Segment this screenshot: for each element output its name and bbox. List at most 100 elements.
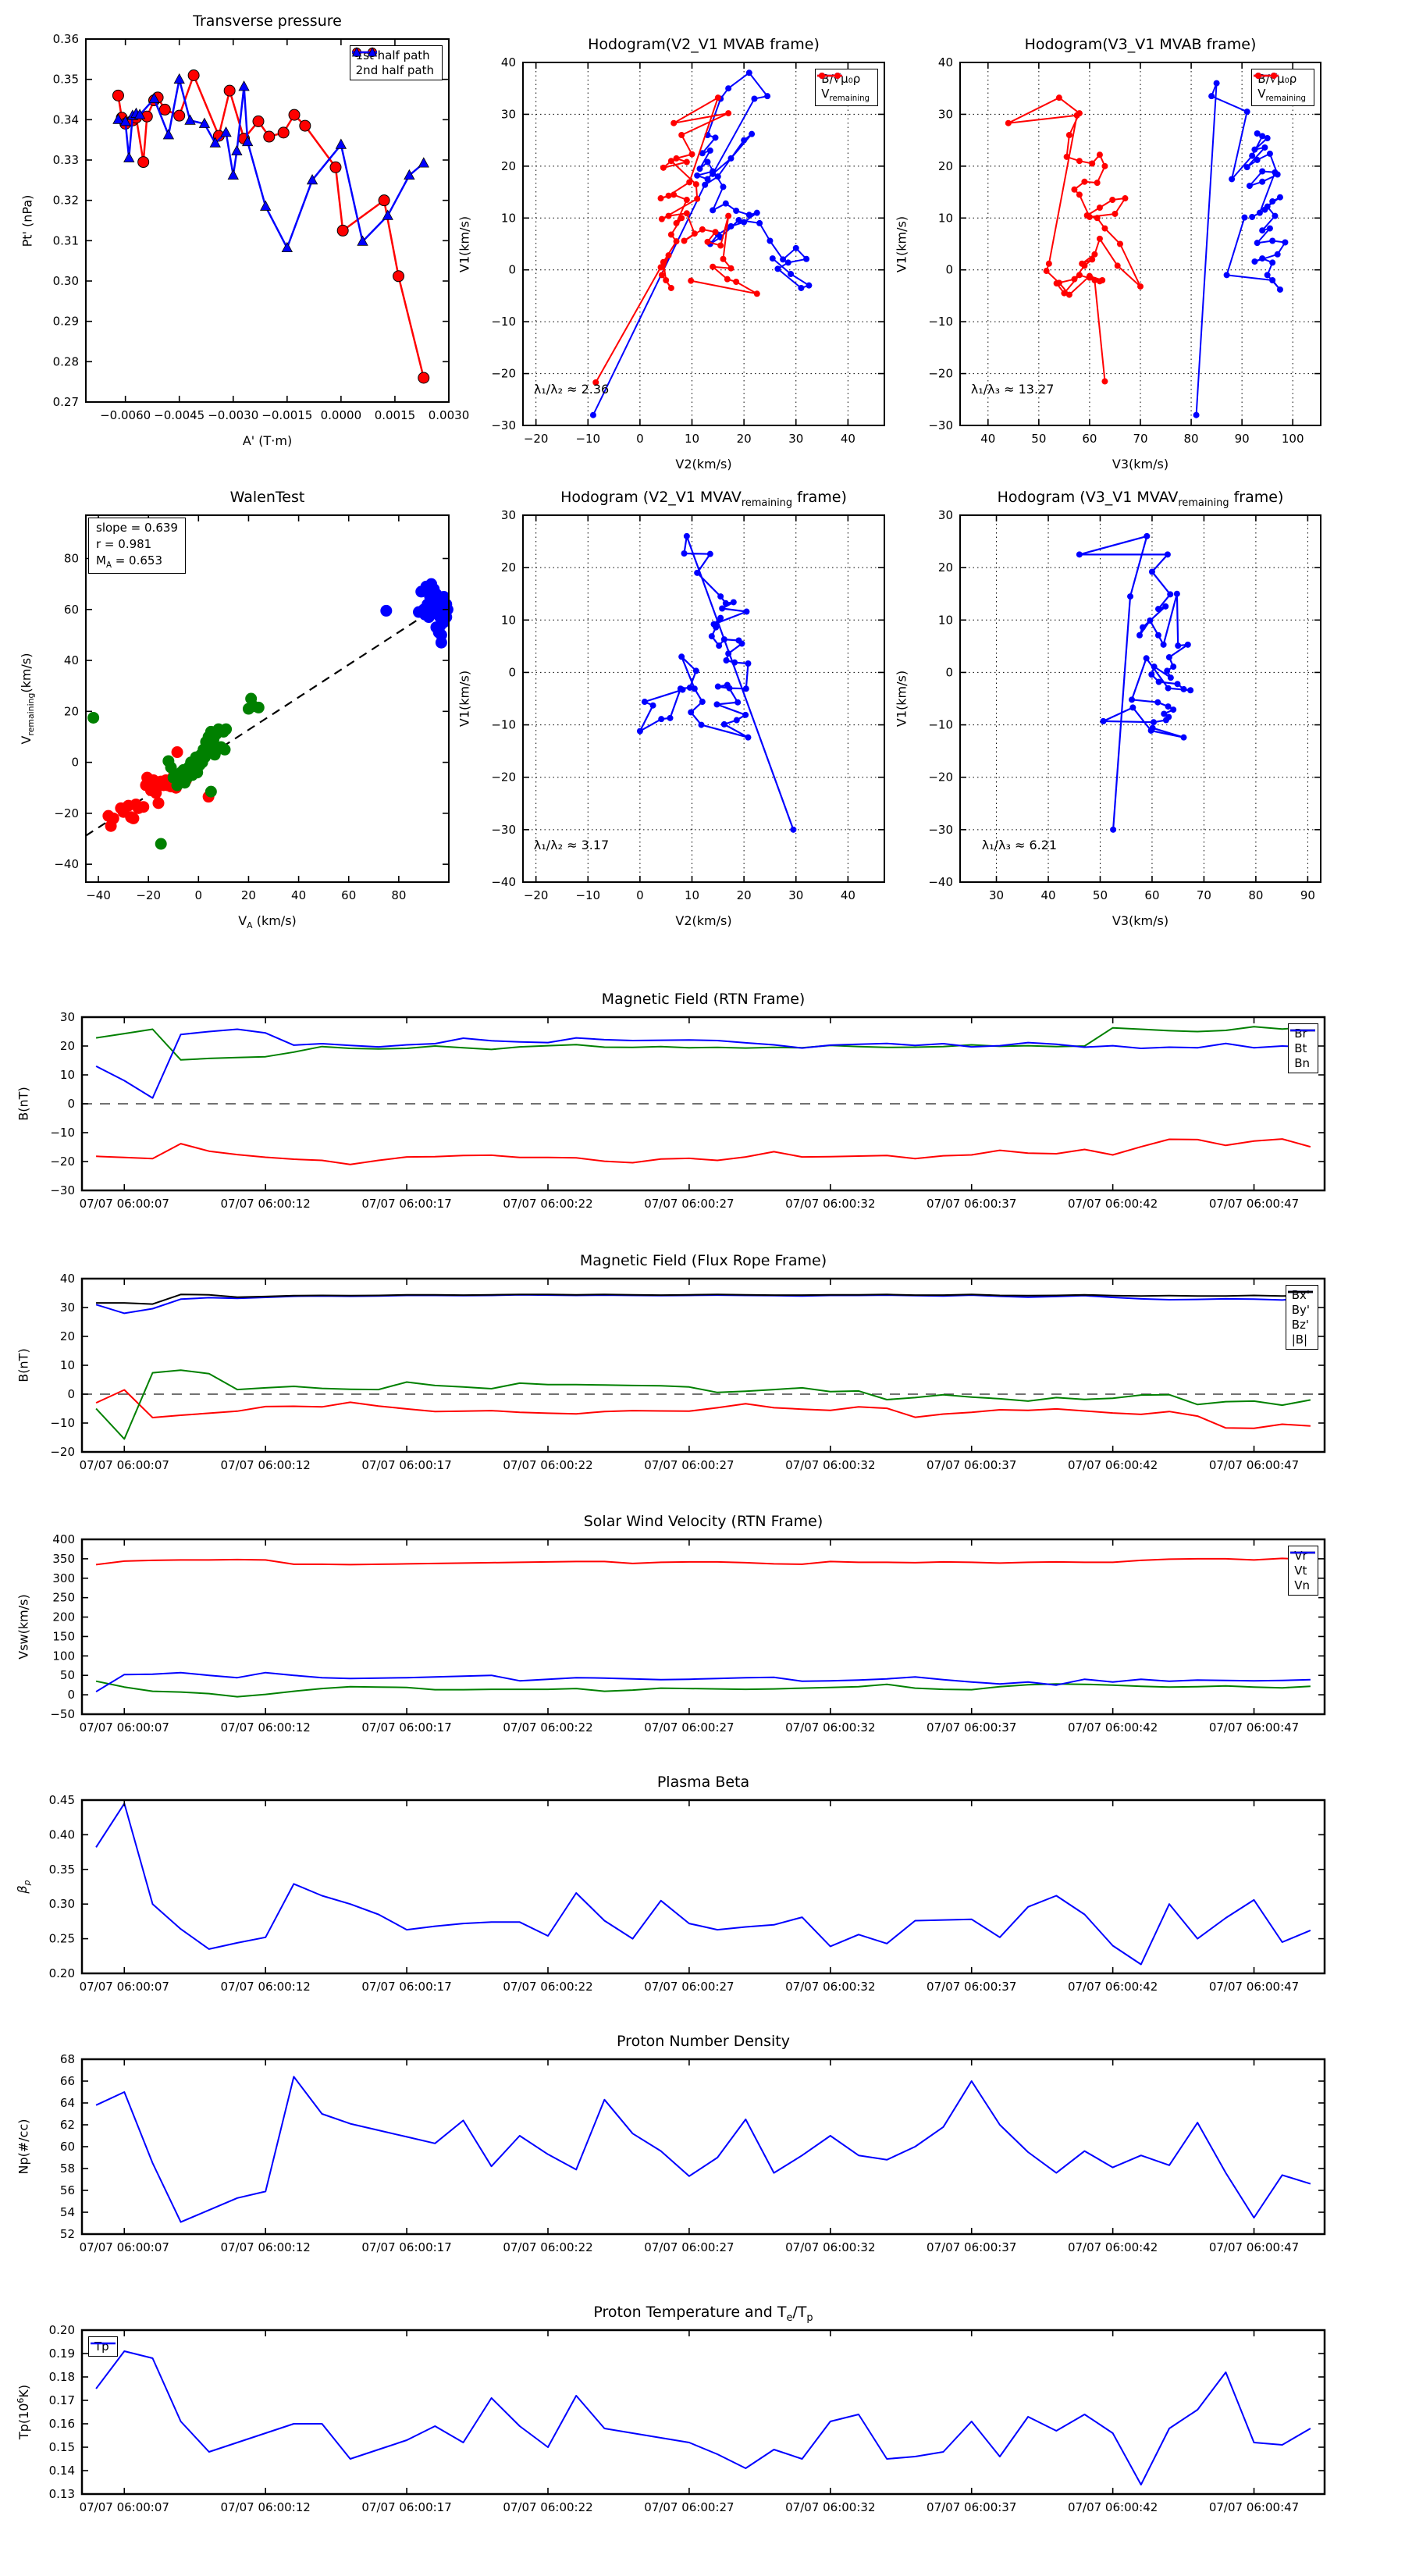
legend: B/√μ₀ρ Vremaining: [815, 69, 878, 106]
svg-text:−20: −20: [928, 770, 953, 785]
svg-text:58: 58: [60, 2161, 75, 2176]
svg-text:07/07 06:00:32: 07/07 06:00:32: [785, 2240, 875, 2254]
svg-text:20: 20: [241, 888, 256, 902]
svg-text:80: 80: [1248, 888, 1263, 902]
svg-text:−40: −40: [54, 857, 79, 871]
svg-text:40: 40: [841, 432, 855, 446]
svg-text:0.40: 0.40: [49, 1827, 75, 1841]
svg-text:−20: −20: [136, 888, 161, 902]
svg-text:07/07 06:00:47: 07/07 06:00:47: [1209, 2500, 1299, 2514]
chart-title: Hodogram (V2_V1 MVAVremaining frame): [560, 489, 847, 509]
svg-text:07/07 06:00:07: 07/07 06:00:07: [80, 1980, 169, 1994]
svg-text:−10: −10: [491, 315, 516, 329]
svg-text:0.35: 0.35: [53, 73, 79, 87]
svg-text:07/07 06:00:22: 07/07 06:00:22: [503, 1720, 592, 1735]
svg-text:60: 60: [1082, 432, 1097, 446]
svg-text:30: 30: [501, 107, 516, 121]
proton-number-density-panel: 07/07 06:00:07 07/07 06:00:12 07/07 06:00:…: [0, 2022, 1405, 2258]
svg-text:0.29: 0.29: [53, 315, 79, 329]
svg-text:07/07 06:00:07: 07/07 06:00:07: [80, 2500, 169, 2514]
chart-title: WalenTest: [229, 489, 305, 506]
svg-text:07/07 06:00:27: 07/07 06:00:27: [644, 2240, 734, 2254]
legend-entry: Vremaining: [817, 73, 870, 103]
svg-text:300: 300: [52, 1571, 75, 1585]
svg-text:20: 20: [737, 432, 752, 446]
svg-text:30: 30: [60, 1300, 75, 1315]
legend: Bx' By' Bz' |B|: [1285, 1285, 1318, 1350]
svg-text:90: 90: [1300, 888, 1315, 902]
y-axis-label: B(nT): [16, 1087, 31, 1121]
svg-text:0.20: 0.20: [49, 1966, 75, 1980]
svg-text:0.34: 0.34: [53, 112, 79, 126]
solar-wind-velocity-panel: 07/07 06:00:07 07/07 06:00:12 07/07 06:00:…: [0, 1502, 1405, 1738]
svg-text:0: 0: [67, 1097, 75, 1111]
svg-text:20: 20: [938, 560, 953, 575]
plasma-beta-panel: 07/07 06:00:07 07/07 06:00:12 07/07 06:00:…: [0, 1763, 1405, 1997]
svg-text:−20: −20: [54, 806, 79, 820]
legend: Tp: [88, 2336, 118, 2357]
svg-text:−20: −20: [50, 1155, 75, 1169]
svg-text:07/07 06:00:12: 07/07 06:00:12: [220, 1720, 310, 1735]
svg-text:07/07 06:00:42: 07/07 06:00:42: [1068, 1458, 1158, 1472]
svg-text:30: 30: [938, 508, 953, 522]
svg-text:40: 40: [64, 653, 79, 667]
svg-text:07/07 06:00:27: 07/07 06:00:27: [644, 1197, 734, 1211]
svg-text:0: 0: [67, 1688, 75, 1702]
svg-text:0.35: 0.35: [49, 1863, 75, 1877]
legend-entry: Bt: [1290, 1029, 1316, 1055]
annotation: λ₁/λ₂ ≈ 2.36: [533, 381, 610, 397]
svg-text:07/07 06:00:37: 07/07 06:00:37: [927, 1980, 1016, 1994]
svg-text:0.0030: 0.0030: [429, 408, 470, 422]
chart-title: Plasma Beta: [656, 1774, 750, 1791]
svg-text:30: 30: [788, 888, 803, 902]
legend-entry: By': [1287, 1290, 1313, 1317]
y-axis-label: B(nT): [16, 1348, 31, 1382]
legend-entry: |B|: [1287, 1290, 1313, 1347]
svg-text:0: 0: [71, 756, 79, 770]
svg-text:07/07 06:00:22: 07/07 06:00:22: [503, 1458, 592, 1472]
svg-text:20: 20: [501, 159, 516, 173]
svg-text:07/07 06:00:07: 07/07 06:00:07: [80, 1720, 169, 1735]
svg-text:62: 62: [60, 2118, 75, 2132]
legend-entry: Bn: [1290, 1029, 1316, 1070]
svg-text:07/07 06:00:37: 07/07 06:00:37: [927, 1197, 1016, 1211]
svg-text:−10: −10: [575, 432, 600, 446]
svg-text:07/07 06:00:47: 07/07 06:00:47: [1209, 1458, 1299, 1472]
svg-text:07/07 06:00:07: 07/07 06:00:07: [80, 1458, 169, 1472]
svg-text:40: 40: [841, 888, 855, 902]
x-axis-label: VA (km/s): [238, 913, 297, 931]
svg-text:07/07 06:00:22: 07/07 06:00:22: [503, 2500, 592, 2514]
svg-text:10: 10: [685, 888, 699, 902]
svg-text:−20: −20: [524, 432, 549, 446]
y-axis-label: V1(km/s): [457, 215, 472, 272]
svg-text:−10: −10: [575, 888, 600, 902]
svg-text:0: 0: [67, 1387, 75, 1401]
y-axis-label: Pt' (nPa): [20, 194, 35, 247]
legend-entry: Bz': [1287, 1290, 1313, 1332]
hodogram-v2v1-mvab-chart: −20 −10 0 10 20 30 40 −30 −20 −10 0 10 20 30 40 Hodogra…: [437, 23, 937, 500]
svg-text:07/07 06:00:22: 07/07 06:00:22: [503, 1980, 592, 1994]
c11-plot-area: 07/07 06:00:07 07/07 06:00:12 07/07 06:00:…: [60, 2052, 1326, 2254]
svg-text:0.18: 0.18: [49, 2370, 75, 2384]
chart-title: Proton Number Density: [617, 2033, 790, 2050]
svg-text:07/07 06:00:32: 07/07 06:00:32: [785, 1197, 875, 1211]
svg-text:07/07 06:00:17: 07/07 06:00:17: [361, 1720, 451, 1735]
svg-text:54: 54: [60, 2205, 75, 2219]
svg-text:0.13: 0.13: [49, 2487, 75, 2501]
svg-text:20: 20: [737, 888, 752, 902]
svg-text:−20: −20: [524, 888, 549, 902]
svg-text:07/07 06:00:17: 07/07 06:00:17: [361, 2500, 451, 2514]
svg-text:−20: −20: [50, 1445, 75, 1459]
c10-plot-area: 07/07 06:00:07 07/07 06:00:12 07/07 06:00:…: [49, 1793, 1326, 1994]
svg-text:07/07 06:00:32: 07/07 06:00:32: [785, 2500, 875, 2514]
svg-text:20: 20: [60, 1329, 75, 1343]
svg-text:−10: −10: [50, 1126, 75, 1140]
svg-text:40: 40: [501, 55, 516, 69]
svg-text:07/07 06:00:42: 07/07 06:00:42: [1068, 2240, 1158, 2254]
svg-text:30: 30: [989, 888, 1004, 902]
c3-plot-area: 40 50 60 70 80 90 100 −30 −20 −10 0 10 20 30 40: [928, 55, 1321, 446]
c1-plot-area: −0.0060 −0.0045 −0.0030 −0.0015 0.0000 0.0015…: [53, 32, 470, 422]
y-axis-label: V1(km/s): [894, 670, 909, 728]
legend-glyph-icon: [1287, 1290, 1313, 1293]
